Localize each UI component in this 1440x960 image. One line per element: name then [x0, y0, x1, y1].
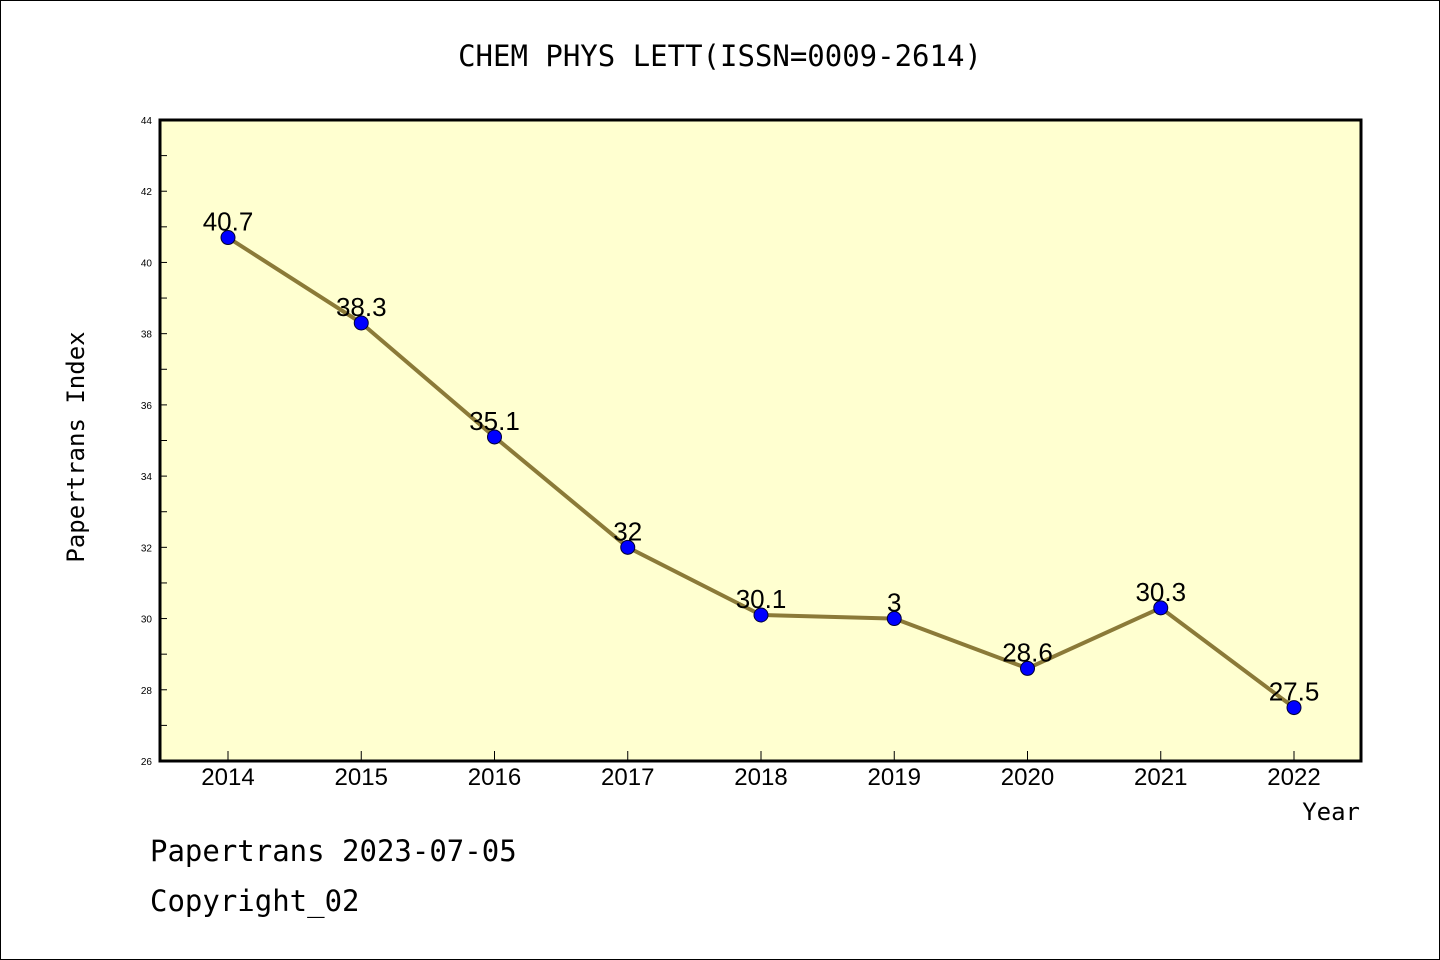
data-label: 38.3 [336, 292, 387, 322]
data-point [353, 315, 369, 331]
data-label: 40.7 [203, 207, 254, 237]
y-tick-label: 34 [141, 472, 153, 483]
data-label: 27.5 [1269, 677, 1320, 707]
data-label: 3 [887, 588, 901, 618]
y-tick-label: 42 [141, 187, 153, 198]
data-point [1286, 700, 1302, 716]
y-tick-label: 32 [141, 543, 153, 554]
data-point [1153, 600, 1169, 616]
x-axis-label: Year [1302, 798, 1360, 826]
y-tick-label: 44 [141, 116, 153, 127]
data-label: 35.1 [469, 406, 520, 436]
series-markers [220, 230, 1302, 716]
x-tick-label: 2014 [201, 764, 254, 791]
data-label: 32 [613, 516, 642, 546]
x-tick-label: 2015 [335, 764, 388, 791]
footer-copyright-line: Copyright_02 [150, 884, 360, 918]
chart-title: CHEM PHYS LETT(ISSN=0009-2614) [458, 39, 982, 73]
y-tick-label: 26 [141, 757, 153, 768]
data-label: 30.3 [1135, 577, 1186, 607]
y-tick-label: 28 [141, 686, 153, 697]
y-axis-label: Papertrans Index [62, 331, 90, 562]
y-tick-label: 38 [141, 330, 153, 341]
data-point [620, 539, 636, 555]
data-label: 30.1 [736, 584, 787, 614]
data-point [487, 429, 502, 445]
y-tick-label: 30 [141, 615, 153, 626]
x-tick-label: 2020 [1001, 764, 1054, 791]
x-tick-label: 2022 [1267, 764, 1320, 791]
y-tick-label: 40 [141, 258, 153, 269]
data-point [220, 230, 236, 246]
plot-area [158, 118, 1363, 763]
data-label: 28.6 [1002, 637, 1053, 667]
footer-date-line: Papertrans 2023-07-05 [150, 834, 517, 868]
data-point [886, 611, 902, 627]
x-tick-label: 2019 [868, 764, 921, 791]
y-tick-label: 36 [141, 401, 153, 412]
data-point [1020, 660, 1035, 676]
x-tick-label: 2018 [734, 764, 787, 791]
data-point [753, 607, 769, 623]
x-tick-label: 2016 [468, 764, 521, 791]
y-axis: 26 28 30 32 34 36 38 40 42 44 [141, 116, 167, 768]
x-axis: 2014 2015 2016 2017 2018 2019 2020 2021 2022 [201, 751, 1321, 791]
data-labels: 40.7 38.3 35.1 32 30.1 3 28.6 30.3 27.5 [203, 207, 1320, 707]
x-tick-label: 2021 [1134, 764, 1187, 791]
x-tick-label: 2017 [601, 764, 654, 791]
